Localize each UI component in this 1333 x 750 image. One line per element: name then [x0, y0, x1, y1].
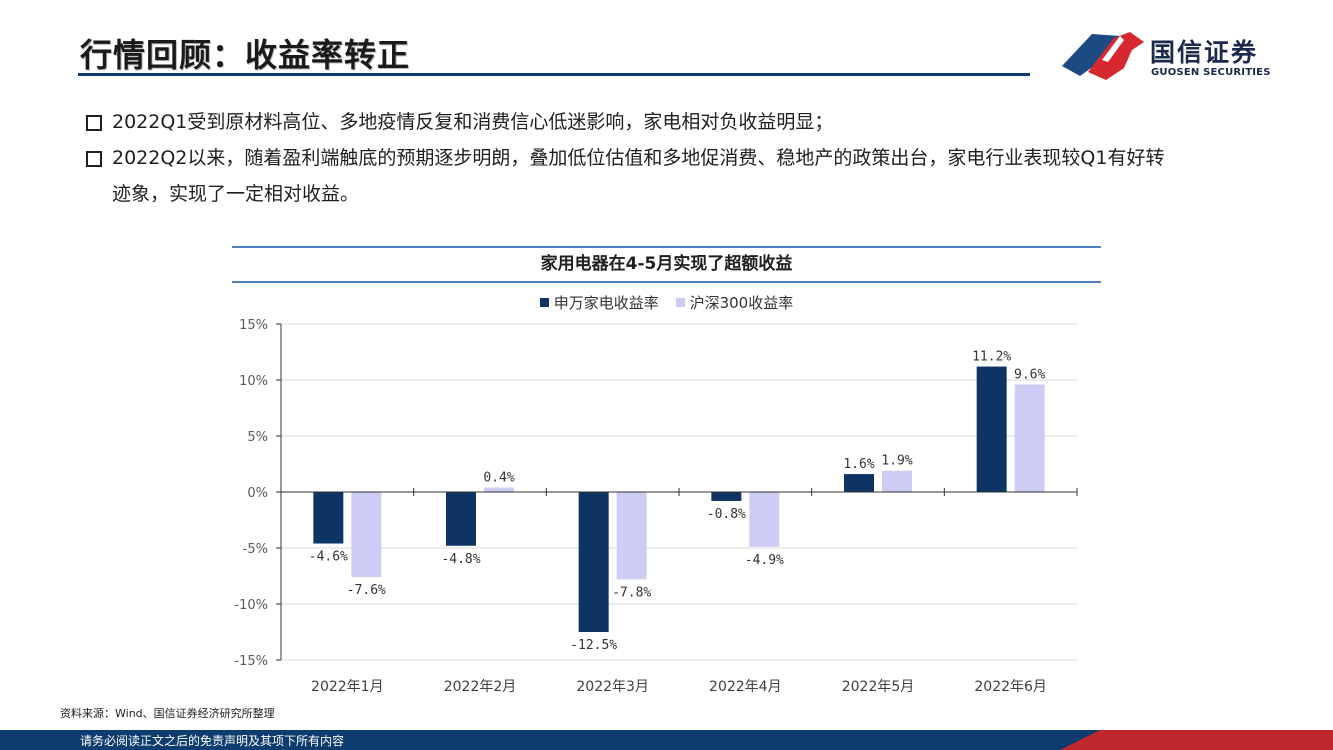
logo-name-cn: 国信证券: [1150, 38, 1259, 67]
bar-sw-appliance: [844, 474, 874, 492]
x-tick-label: 2022年2月: [444, 679, 517, 695]
chart-legend: 申万家电收益率 沪深300收益率: [232, 292, 1101, 313]
data-label: 11.2%: [972, 350, 1011, 365]
x-tick-label: 2022年6月: [974, 679, 1047, 695]
bar-csi300: [882, 470, 912, 492]
chart-title: 家用电器在4-5月实现了超额收益: [540, 254, 793, 274]
data-label: -4.8%: [441, 552, 480, 567]
y-tick-label: -15%: [234, 654, 268, 669]
footer-bar: [0, 730, 1333, 750]
y-tick-label: 0%: [247, 486, 268, 501]
y-tick-label: -5%: [243, 542, 268, 557]
guosen-logo-icon: [1062, 32, 1144, 80]
legend-label: 申万家电收益率: [553, 294, 659, 312]
data-label: -4.9%: [745, 553, 784, 568]
data-label: -12.5%: [570, 638, 617, 653]
chart-top-rule: [232, 246, 1101, 248]
x-tick-label: 2022年4月: [709, 679, 782, 695]
data-label: -7.6%: [347, 583, 386, 598]
data-label: 9.6%: [1014, 367, 1045, 382]
x-tick-label: 2022年5月: [842, 679, 915, 695]
footer-disclaimer: 请务必阅读正文之后的免责声明及其项下所有内容: [80, 734, 345, 748]
legend-label: 沪深300收益率: [689, 294, 794, 312]
bar-csi300: [749, 492, 780, 547]
x-tick-label: 2022年1月: [311, 679, 384, 695]
data-label: -7.8%: [612, 585, 651, 600]
legend-item-series-1: 申万家电收益率: [539, 292, 659, 313]
bullet-text: 2022Q2以来，随着盈利端触底的预期逐步明朗，叠加低位估值和多地促消费、稳地产…: [112, 147, 1165, 205]
logo-name-en: GUOSEN SECURITIES: [1151, 67, 1271, 78]
bar-sw-appliance: [711, 492, 742, 501]
legend-item-series-2: 沪深300收益率: [675, 292, 794, 313]
bullet-item: 2022Q1受到原材料高位、多地疫情反复和消费信心低迷影响，家电相对负收益明显；: [86, 104, 1166, 140]
square-bullet-icon: [86, 115, 102, 131]
y-tick-label: 5%: [247, 430, 268, 445]
data-label: 0.4%: [483, 471, 514, 486]
data-label: 1.6%: [843, 457, 874, 472]
data-label: 1.9%: [881, 454, 912, 469]
y-tick-label: 10%: [239, 374, 268, 389]
bullet-text: 2022Q1受到原材料高位、多地疫情反复和消费信心低迷影响，家电相对负收益明显；: [112, 111, 834, 133]
legend-swatch: [675, 298, 685, 307]
bar-sw-appliance: [578, 492, 609, 632]
bar-csi300: [616, 492, 647, 580]
page-title: 行情回顾：收益率转正: [80, 36, 411, 74]
data-label: -0.8%: [707, 507, 746, 522]
data-label: -4.6%: [309, 550, 348, 565]
y-tick-label: 15%: [239, 318, 268, 333]
chart-title-rule: [232, 281, 1101, 283]
source-note: 资料来源：Wind、国信证券经济研究所整理: [60, 707, 275, 720]
bullet-list: 2022Q1受到原材料高位、多地疫情反复和消费信心低迷影响，家电相对负收益明显；…: [86, 104, 1166, 212]
y-tick-label: -10%: [234, 598, 268, 613]
bar-csi300: [484, 487, 514, 492]
title-underline: [78, 73, 1030, 76]
bar-csi300: [1014, 384, 1045, 492]
bar-sw-appliance: [313, 492, 344, 544]
square-bullet-icon: [86, 151, 102, 167]
bar-csi300: [351, 492, 382, 578]
bar-sw-appliance: [976, 366, 1007, 492]
legend-swatch: [539, 298, 549, 307]
bar-sw-appliance: [446, 492, 476, 546]
bullet-item: 2022Q2以来，随着盈利端触底的预期逐步明朗，叠加低位估值和多地促消费、稳地产…: [86, 140, 1166, 212]
x-tick-label: 2022年3月: [576, 679, 649, 695]
